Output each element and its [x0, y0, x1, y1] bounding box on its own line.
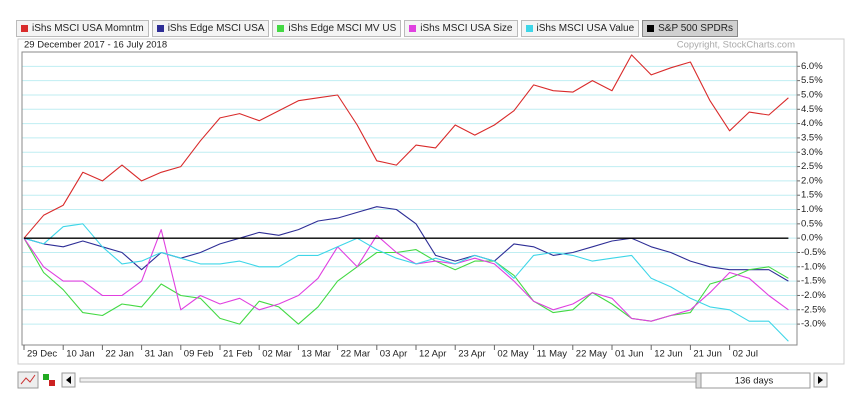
- x-tick-label: 29 Dec: [27, 349, 57, 360]
- x-tick-label: 02 Mar: [262, 349, 292, 360]
- y-tick-label: 5.0%: [801, 89, 823, 100]
- legend-item[interactable]: iShs Edge MSCI USA: [151, 20, 270, 37]
- y-tick-label: 6.0%: [801, 61, 823, 72]
- legend-label: iShs Edge MSCI USA: [167, 23, 265, 34]
- legend-item[interactable]: iShs MSCI USA Value: [520, 20, 640, 37]
- copyright: Copyright, StockCharts.com: [677, 40, 795, 51]
- arrow: [818, 376, 823, 384]
- y-tick-label: 2.0%: [801, 175, 823, 186]
- y-tick-label: 1.5%: [801, 190, 823, 201]
- slider-handle[interactable]: [695, 372, 702, 389]
- y-tick-label: 0.0%: [801, 233, 823, 244]
- subtitle: 29 December 2017 - 16 July 2018: [24, 40, 167, 51]
- x-tick-label: 11 May: [537, 349, 568, 360]
- x-tick-label: 03 Apr: [380, 349, 407, 360]
- legend-swatch: [21, 25, 28, 32]
- slider-track[interactable]: [79, 377, 697, 383]
- x-tick-label: 23 Apr: [458, 349, 485, 360]
- legend-swatch: [156, 25, 164, 32]
- y-tick-label: -2.0%: [801, 290, 826, 301]
- legend-swatch: [409, 25, 417, 32]
- x-tick-label: 22 Mar: [341, 349, 371, 360]
- legend-swatch: [525, 25, 533, 32]
- y-tick-label: 0.5%: [801, 218, 823, 229]
- y-tick-label: -1.0%: [801, 261, 826, 272]
- legend: iShs MSCI USA Momntm iShs Edge MSCI USA iS…: [16, 20, 738, 37]
- x-tick-label: 22 May: [576, 349, 607, 360]
- y-tick-label: 4.5%: [801, 104, 823, 115]
- legend-label: iShs MSCI USA Momntm: [32, 23, 144, 34]
- legend-item[interactable]: iShs MSCI USA Momntm: [16, 20, 149, 37]
- x-tick-label: 22 Jan: [105, 349, 134, 360]
- series-line: [23, 223, 789, 342]
- legend-label: S&P 500 SPDRs: [658, 23, 733, 34]
- series-line: [23, 54, 789, 239]
- x-tick-label: 02 Jul: [733, 349, 758, 360]
- y-tick-label: 2.5%: [801, 161, 823, 172]
- legend-label: iShs Edge MSCI MV US: [288, 23, 397, 34]
- series-line: [23, 229, 789, 322]
- x-tick-label: 21 Feb: [223, 349, 253, 360]
- legend-swatch: [647, 25, 655, 32]
- legend-item[interactable]: iShs Edge MSCI MV US: [272, 20, 402, 37]
- x-tick-label: 13 Mar: [301, 349, 331, 360]
- y-tick-label: -2.5%: [801, 304, 826, 315]
- x-tick-label: 31 Jan: [145, 349, 174, 360]
- y-tick-label: 3.5%: [801, 132, 823, 143]
- y-tick-label: 1.0%: [801, 204, 823, 215]
- chart-icon-line: [20, 374, 36, 385]
- plot-border: [21, 51, 798, 346]
- x-tick-label: 01 Jun: [615, 349, 644, 360]
- x-tick-label: 02 May: [497, 349, 528, 360]
- y-tick-label: 3.0%: [801, 147, 823, 158]
- series-line: [23, 206, 789, 282]
- chart-frame: [17, 38, 845, 365]
- legend-item[interactable]: S&P 500 SPDRs: [642, 20, 738, 37]
- arrow: [66, 376, 71, 384]
- x-tick-label: 12 Apr: [419, 349, 446, 360]
- range-label: 136 days: [735, 376, 774, 387]
- x-tick-label: 12 Jun: [654, 349, 683, 360]
- x-tick-label: 21 Jun: [693, 349, 722, 360]
- color-icon[interactable]: [43, 374, 49, 380]
- y-tick-label: 4.0%: [801, 118, 823, 129]
- x-tick-label: 10 Jan: [66, 349, 95, 360]
- legend-label: iShs MSCI USA Size: [420, 23, 513, 34]
- y-tick-label: -0.5%: [801, 247, 826, 258]
- legend-label: iShs MSCI USA Value: [536, 23, 635, 34]
- y-tick-label: 5.5%: [801, 75, 823, 86]
- legend-item[interactable]: iShs MSCI USA Size: [404, 20, 518, 37]
- legend-swatch: [277, 25, 285, 32]
- y-tick-label: -3.0%: [801, 319, 826, 330]
- color-icon[interactable]: [49, 380, 55, 386]
- x-tick-label: 09 Feb: [184, 349, 214, 360]
- y-tick-label: -1.5%: [801, 276, 826, 287]
